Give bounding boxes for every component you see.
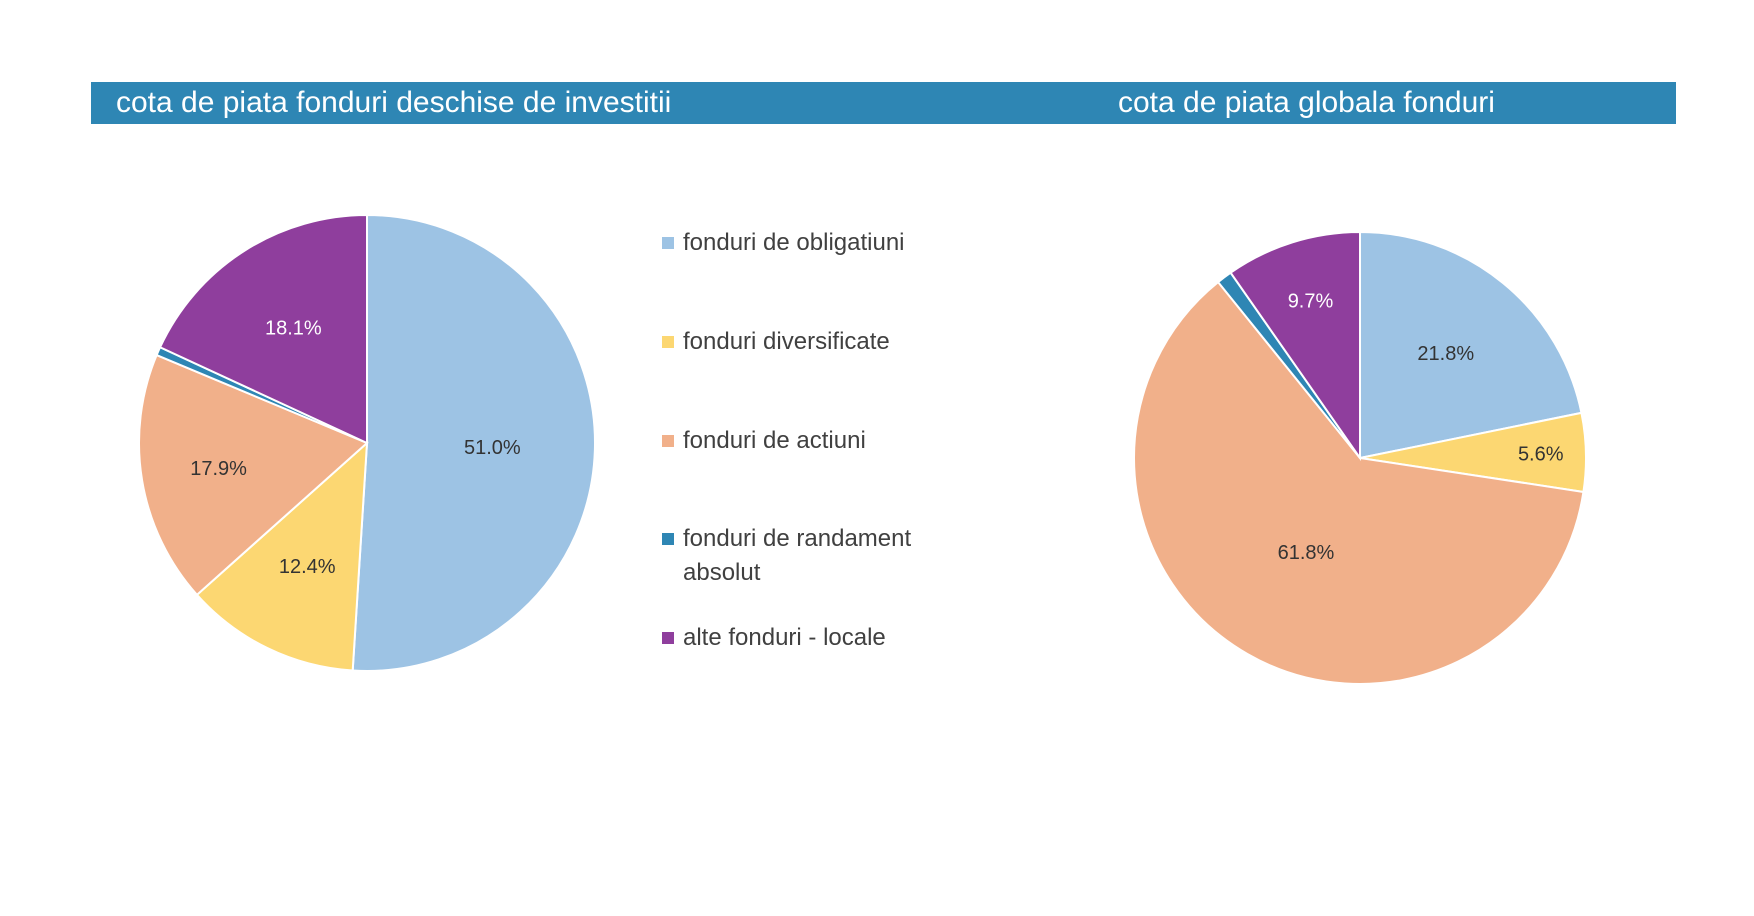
pie-slice-obligatiuni xyxy=(1359,230,1583,460)
data-label-alte-fonduri: 9.7% xyxy=(1288,291,1334,313)
pie-chart-right: 21.8% 5.6% 61.8% 9.7% xyxy=(1133,230,1588,685)
data-label-obligatiuni: 51.0% xyxy=(464,437,521,459)
data-label-actiuni: 61.8% xyxy=(1278,542,1335,564)
data-label-diversificate: 12.4% xyxy=(279,556,336,578)
pie-chart-left: 51.0% 12.4% 17.9% 18.1% xyxy=(138,213,596,672)
legend-swatch xyxy=(662,237,674,249)
data-label-actiuni: 17.9% xyxy=(190,458,247,480)
pie-slice-alte-fonduri xyxy=(158,213,368,445)
legend-label: fonduri de randament absolut xyxy=(683,525,912,586)
pie-slice-diversificate xyxy=(195,440,369,672)
pie-slice-alte-fonduri xyxy=(1229,230,1361,462)
legend-label: fonduri de actiuni xyxy=(683,427,866,454)
pie-slice-obligatiuni xyxy=(351,213,596,672)
chart-title-left: cota de piata fonduri deschise de invest… xyxy=(116,86,672,119)
legend-swatch xyxy=(662,632,674,644)
data-label-alte-fonduri: 18.1% xyxy=(265,318,322,340)
legend-label: alte fonduri - locale xyxy=(683,624,886,651)
legend-label: fonduri diversificate xyxy=(683,328,890,355)
pie-slice-actiuni xyxy=(138,353,369,597)
data-label-obligatiuni: 21.8% xyxy=(1417,343,1474,365)
legend-swatch xyxy=(662,435,674,447)
legend-swatch xyxy=(662,336,674,348)
pie-slice-actiuni xyxy=(1133,280,1585,685)
data-label-diversificate: 5.6% xyxy=(1518,443,1564,465)
legend-label: fonduri de obligatiuni xyxy=(683,229,905,256)
chart-title-right: cota de piata globala fonduri xyxy=(1118,86,1495,119)
legend-swatch xyxy=(662,533,674,545)
title-banner: cota de piata fonduri deschise de invest… xyxy=(91,82,1676,124)
